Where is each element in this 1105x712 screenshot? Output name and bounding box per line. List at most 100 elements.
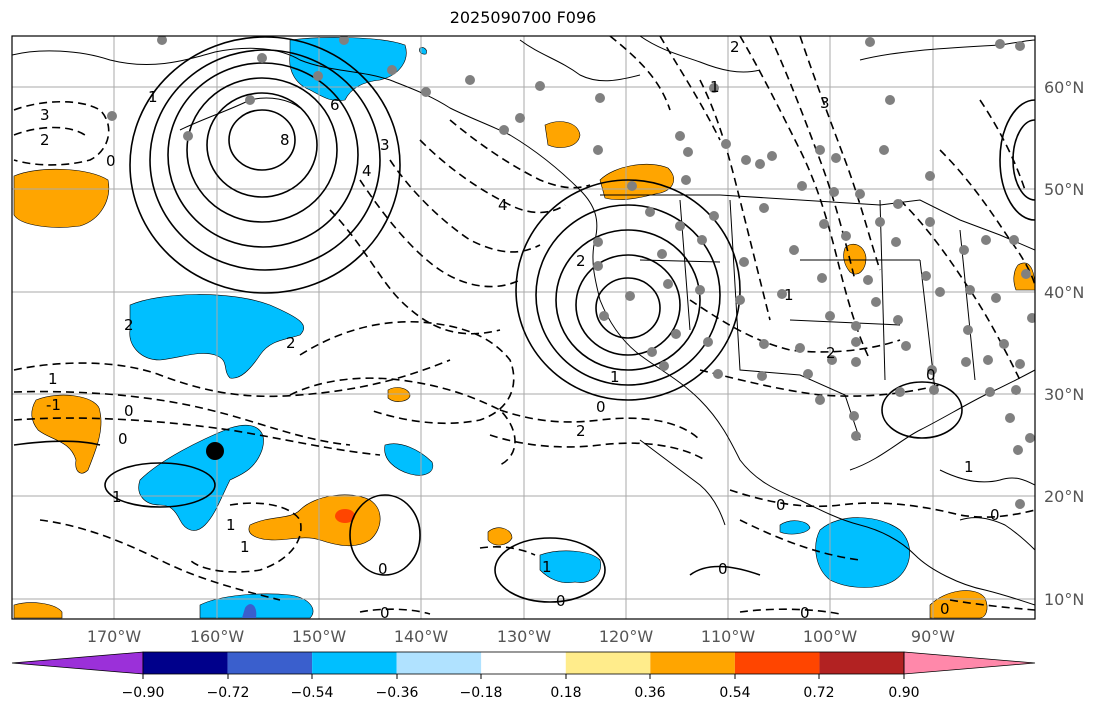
- positive-anomaly-region: [31, 394, 102, 474]
- colorbar-tick-label: −0.36: [376, 685, 419, 701]
- lon-label: 170°W: [87, 627, 142, 646]
- contour-label: 0: [776, 496, 786, 514]
- positive-anomaly-region: [544, 121, 581, 148]
- lon-label: 130°W: [497, 627, 552, 646]
- contour-label: 1: [112, 488, 122, 506]
- colorbar-frame: [142, 651, 905, 675]
- contours-positive: [13, 36, 1035, 603]
- contours-negative: [13, 36, 1035, 615]
- colorbar-tick-label: −0.54: [291, 685, 334, 701]
- positive-anomaly-region: [13, 602, 63, 619]
- lat-label: 60°N: [1044, 78, 1084, 97]
- lon-label: 120°W: [599, 627, 654, 646]
- contour-label: 0: [596, 398, 606, 416]
- negative-anomaly-region: [138, 424, 264, 531]
- contour-label: 6: [330, 96, 340, 114]
- colorbar-extend-high: [903, 651, 1036, 675]
- highlight-station-marker: [206, 442, 224, 460]
- colorbar-segment: [734, 652, 820, 674]
- contour-label: 1: [240, 538, 250, 556]
- contour-label: -1: [46, 396, 61, 414]
- contour-label: 4: [498, 196, 508, 214]
- lat-label: 30°N: [1044, 385, 1084, 404]
- colorbar-tick-label: 0.36: [634, 685, 665, 701]
- lon-label: 90°W: [911, 627, 955, 646]
- colorbar-extend-low: [11, 651, 144, 675]
- contour-label: 1: [964, 458, 974, 476]
- contour-label: 0: [926, 366, 936, 384]
- contour-label: 3: [820, 94, 830, 112]
- contour-label: 0: [556, 592, 566, 610]
- contour-label: 1: [784, 286, 794, 304]
- contour-label: 2: [576, 422, 586, 440]
- contour-label: 0: [380, 604, 390, 622]
- contour-label: 0: [800, 604, 810, 622]
- colorbar-tick-label: −0.72: [207, 685, 250, 701]
- colorbar-tick-label: 0.18: [550, 685, 581, 701]
- contour-label: 1: [542, 558, 552, 576]
- lon-label: 150°W: [292, 627, 347, 646]
- lon-label: 110°W: [701, 627, 756, 646]
- positive-anomaly-region: [387, 387, 411, 402]
- colorbar-segment: [565, 652, 651, 674]
- colorbar-tick-labels: −0.90 −0.72 −0.54 −0.36 −0.18 0.18 0.36 …: [122, 685, 920, 701]
- lon-label: 100°W: [803, 627, 858, 646]
- map-frame: [11, 35, 1036, 620]
- negative-anomaly-region: [539, 550, 601, 583]
- contour-label: 3: [380, 136, 390, 154]
- colorbar-tick-label: −0.18: [460, 685, 503, 701]
- colorbar: [11, 651, 1036, 679]
- contour-label: 0: [990, 506, 1000, 524]
- contour-label: 2: [40, 131, 50, 149]
- colorbar-tick-label: 0.54: [719, 685, 750, 701]
- contour-label: 0: [124, 402, 134, 420]
- longitude-labels: 170°W 160°W 150°W 140°W 130°W 120°W 110°…: [87, 627, 955, 646]
- positive-anomaly-region: [929, 590, 988, 619]
- contour-label: 1: [148, 88, 158, 106]
- colorbar-segment: [481, 652, 566, 674]
- contour-label: 2: [576, 252, 586, 270]
- contour-label: 0: [718, 560, 728, 578]
- contour-label: 0: [940, 600, 950, 618]
- contour-label: 2: [124, 316, 134, 334]
- colorbar-segment: [312, 652, 397, 674]
- positive-anomaly-region: [487, 527, 513, 546]
- colorbar-segment: [396, 652, 482, 674]
- lat-label: 50°N: [1044, 180, 1084, 199]
- contour-label: 1: [610, 368, 620, 386]
- colorbar-segment: [227, 652, 313, 674]
- positive-anomaly-region: [248, 494, 381, 547]
- contour-label: 1: [226, 516, 236, 534]
- latitude-labels: 60°N 50°N 40°N 30°N 20°N 10°N: [1044, 78, 1084, 609]
- lon-label: 160°W: [190, 627, 245, 646]
- map-title: 2025090700 F096: [449, 8, 597, 27]
- contour-label: 4: [362, 162, 372, 180]
- contour-label: 0: [378, 560, 388, 578]
- lat-label: 20°N: [1044, 487, 1084, 506]
- lat-label: 40°N: [1044, 283, 1084, 302]
- colorbar-segment: [143, 652, 228, 674]
- contour-label: 2: [826, 344, 836, 362]
- contour-label: 1: [48, 370, 58, 388]
- strong-positive-anomaly: [335, 509, 355, 523]
- gridlines: [12, 36, 1035, 619]
- colorbar-tick-label: 0.72: [803, 685, 834, 701]
- lat-label: 10°N: [1044, 590, 1084, 609]
- lon-label: 140°W: [394, 627, 449, 646]
- colorbar-segment: [819, 652, 904, 674]
- negative-anomaly-region: [815, 517, 910, 588]
- colorbar-tick-label: 0.90: [888, 685, 919, 701]
- contour-label: 3: [40, 106, 50, 124]
- contour-label: 1: [710, 78, 720, 96]
- positive-anomaly-region: [13, 168, 110, 228]
- negative-anomaly-region: [199, 593, 314, 619]
- contour-label: 8: [280, 131, 290, 149]
- contour-label: 0: [118, 430, 128, 448]
- contour-labels: 3 2 0 1 8 6 4 3 2 1 0 -1 1 2 0 1 0 1 2 3…: [40, 38, 1000, 622]
- colorbar-segment: [650, 652, 735, 674]
- negative-anomaly-region: [779, 520, 811, 535]
- colorbar-tick-label: −0.90: [122, 685, 165, 701]
- contour-label: 0: [106, 152, 116, 170]
- station-markers: [107, 36, 1035, 509]
